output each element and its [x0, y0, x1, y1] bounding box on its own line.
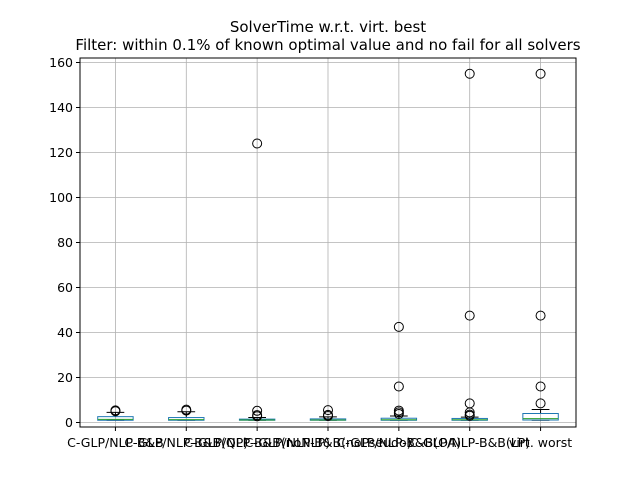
outlier-point	[464, 409, 475, 420]
outlier-point	[393, 321, 404, 332]
outlier-point	[181, 404, 192, 415]
outlier-point	[464, 68, 475, 79]
y-tick-label: 140	[49, 100, 73, 115]
chart-subtitle: Filter: within 0.1% of known optimal val…	[75, 36, 580, 54]
outlier-point	[252, 138, 263, 149]
outlier-point	[252, 410, 263, 421]
outlier-point	[464, 310, 475, 321]
x-tick-label: C-GLP/NLP-B&B(noPseudo)	[245, 435, 412, 450]
outlier-point	[535, 398, 546, 409]
outlier-point	[393, 405, 404, 416]
x-tick-label: C-GLP/NLP-B&B(LP)	[409, 435, 530, 450]
x-tick-label: C-GLP/NLP-B&B(noNLP)	[184, 435, 330, 450]
outlier-point	[323, 405, 333, 416]
y-tick-label: 60	[57, 280, 73, 295]
y-tick-label: 20	[57, 370, 73, 385]
outlier-point	[323, 409, 333, 420]
outlier-point	[393, 381, 404, 392]
outlier-point	[110, 405, 121, 416]
outlier-point	[464, 398, 475, 409]
y-tick-label: 100	[49, 190, 73, 205]
y-tick-label: 40	[57, 325, 73, 340]
iqr-box	[522, 413, 559, 421]
iqr-box	[168, 417, 205, 421]
y-tick-label: 80	[57, 235, 73, 250]
flier-layer	[110, 68, 546, 422]
iqr-box	[97, 416, 134, 421]
x-tick-label: C-GLP/NLP-B&B(QP)	[124, 435, 248, 450]
outlier-point	[252, 405, 263, 416]
grid-layer	[80, 58, 576, 427]
y-tick-label: 0	[65, 415, 73, 430]
y-tick-label: 160	[49, 55, 73, 70]
box-7	[522, 408, 559, 421]
chart-title: SolverTime w.r.t. virt. best	[230, 18, 426, 36]
outlier-point	[535, 381, 546, 392]
box-1	[97, 411, 134, 421]
x-tick-label: virt. worst	[509, 435, 572, 450]
y-tick-label: 120	[49, 145, 73, 160]
x-tick-label: C-GLP/NLP-B&B	[67, 435, 164, 450]
x-tick-label: C-GLP/NLP-B&B(OA)	[337, 435, 462, 450]
y-axis: 0 20 40 60 80 100 120 140 160	[49, 55, 80, 430]
outlier-point	[535, 310, 546, 321]
x-axis: C-GLP/NLP-B&BC-GLP/NLP-B&B(QP)C-GLP/NLP-…	[67, 427, 572, 450]
outlier-point	[535, 68, 546, 79]
